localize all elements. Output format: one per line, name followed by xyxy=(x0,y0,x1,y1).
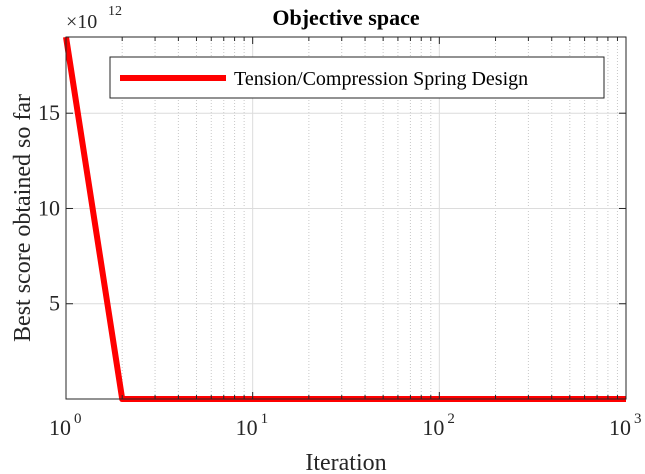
legend-label: Tension/Compression Spring Design xyxy=(234,68,528,90)
x-tick-label: 10 xyxy=(236,415,258,440)
y-multiplier-exponent: 12 xyxy=(108,4,122,19)
legend: Tension/Compression Spring Design xyxy=(109,56,605,99)
y-tick-label: 10 xyxy=(38,195,60,220)
x-tick-label: 10 xyxy=(609,415,631,440)
y-axis-label: Best score obtained so far xyxy=(10,94,36,342)
x-axis-label: Iteration xyxy=(305,450,386,474)
y-multiplier: ×10 12 xyxy=(66,4,122,33)
x-tick-label-exponent: 3 xyxy=(634,411,642,427)
x-tick-label: 10 xyxy=(49,415,71,440)
y-tick-label: 5 xyxy=(49,291,60,316)
y-multiplier-base: ×10 xyxy=(66,11,97,33)
x-tick-label-exponent: 0 xyxy=(74,411,82,427)
x-tick-label-exponent: 1 xyxy=(261,411,269,427)
x-tick-label-exponent: 2 xyxy=(447,411,455,427)
x-tick-label: 10 xyxy=(422,415,444,440)
chart-title: Objective space xyxy=(272,5,419,30)
y-tick-label: 15 xyxy=(38,100,60,125)
plot-frame xyxy=(65,36,627,400)
